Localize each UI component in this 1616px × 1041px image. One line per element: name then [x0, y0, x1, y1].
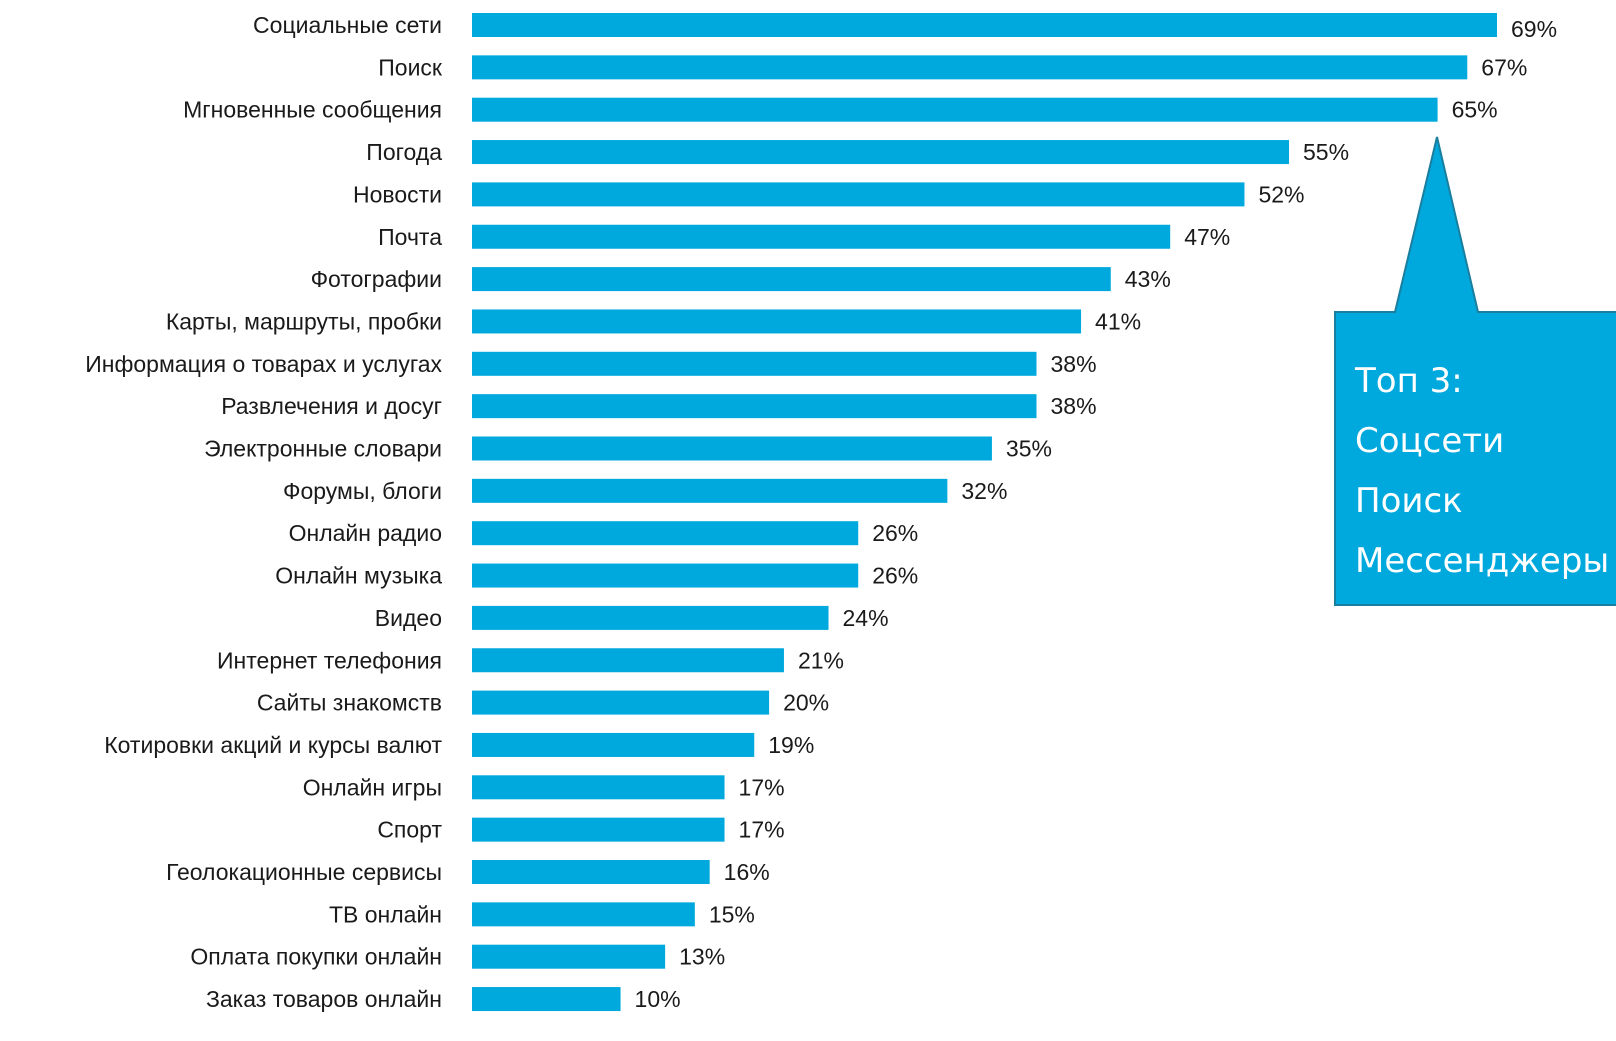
bar — [472, 267, 1111, 292]
category-label: Оплата покупки онлайн — [190, 944, 442, 970]
category-label: Онлайн игры — [303, 774, 442, 800]
bar — [472, 987, 621, 1012]
bar — [472, 690, 770, 715]
bar — [472, 817, 725, 842]
bar — [472, 860, 710, 884]
value-label: 41% — [1095, 308, 1141, 334]
category-label: ТВ онлайн — [329, 901, 442, 927]
bar — [472, 97, 1438, 122]
value-label: 26% — [872, 563, 918, 589]
bar — [472, 605, 829, 630]
category-label: Заказ товаров онлайн — [206, 986, 442, 1012]
category-label: Фотографии — [311, 266, 442, 292]
value-label: 67% — [1481, 54, 1527, 80]
value-label: 13% — [679, 944, 725, 970]
category-label: Котировки акций и курсы валют — [104, 732, 442, 758]
bar — [472, 521, 859, 546]
bar — [472, 55, 1468, 80]
category-label: Карты, маршруты, пробки — [166, 308, 442, 334]
value-label: 35% — [1006, 436, 1052, 462]
category-label: Новости — [353, 181, 442, 207]
value-label: 16% — [724, 859, 770, 885]
value-label: 17% — [739, 774, 785, 800]
value-label: 10% — [635, 986, 681, 1012]
value-label: 55% — [1303, 139, 1349, 165]
callout-box — [1334, 136, 1616, 606]
callout: Топ 3: Соцсети Поиск Мессенджеры — [1334, 136, 1616, 606]
value-label: 17% — [739, 817, 785, 843]
category-label: Информация о товарах и услугах — [85, 351, 442, 377]
bar — [472, 140, 1290, 165]
bar — [472, 436, 992, 461]
value-label: 32% — [961, 478, 1007, 504]
category-label: Почта — [378, 224, 442, 250]
bar — [472, 224, 1171, 249]
bar — [472, 478, 948, 503]
bar — [472, 648, 784, 673]
value-label: 21% — [798, 647, 844, 673]
bar — [472, 182, 1245, 207]
category-label: Форумы, блоги — [283, 478, 442, 504]
bar — [472, 732, 755, 757]
category-label: Геолокационные сервисы — [166, 859, 442, 885]
category-label: Погода — [366, 139, 442, 165]
callout-line: Мессенджеры — [1355, 541, 1609, 581]
value-label: 20% — [783, 690, 829, 716]
category-label: Сайты знакомств — [257, 690, 442, 716]
bar — [472, 775, 725, 800]
value-label: 65% — [1452, 97, 1498, 123]
value-label: 19% — [768, 732, 814, 758]
bar — [472, 394, 1037, 419]
bars-layer: Социальные сети 69% Поиск 67% Мгновенные соо… — [85, 12, 1557, 1012]
category-label: Развлечения и досуг — [221, 393, 442, 419]
value-label: 15% — [709, 901, 755, 927]
category-label: Социальные сети — [253, 12, 442, 38]
bar — [472, 309, 1082, 334]
category-label: Электронные словари — [204, 436, 442, 462]
bar — [472, 13, 1497, 37]
bar — [472, 902, 695, 927]
category-label: Онлайн музыка — [275, 563, 442, 589]
category-label: Видео — [375, 605, 442, 631]
value-label: 26% — [872, 520, 918, 546]
value-label: 38% — [1050, 393, 1096, 419]
category-label: Спорт — [377, 817, 442, 843]
category-label: Интернет телефония — [217, 647, 442, 673]
value-label: 24% — [843, 605, 889, 631]
bar — [472, 351, 1037, 376]
callout-line: Топ 3: — [1354, 361, 1463, 401]
category-label: Мгновенные сообщения — [183, 97, 442, 123]
bar — [472, 944, 666, 969]
callout-line: Соцсети — [1355, 421, 1504, 461]
value-label: 52% — [1258, 181, 1304, 207]
value-label: 47% — [1184, 224, 1230, 250]
value-label: 43% — [1125, 266, 1171, 292]
bar — [472, 563, 859, 588]
category-label: Онлайн радио — [289, 520, 442, 546]
value-label: 69% — [1511, 16, 1557, 42]
value-label: 38% — [1050, 351, 1096, 377]
callout-line: Поиск — [1355, 481, 1463, 521]
category-label: Поиск — [378, 54, 443, 80]
